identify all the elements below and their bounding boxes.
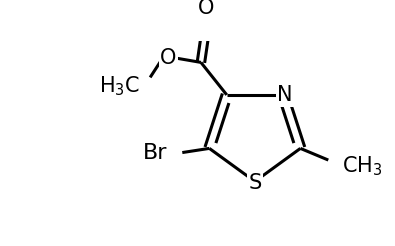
Text: CH$_3$: CH$_3$ xyxy=(342,154,382,178)
Text: O: O xyxy=(198,0,214,18)
Text: Br: Br xyxy=(143,143,168,163)
Text: O: O xyxy=(160,48,177,68)
Text: H$_3$C: H$_3$C xyxy=(100,74,141,97)
Text: S: S xyxy=(248,173,261,193)
Text: N: N xyxy=(277,85,293,105)
